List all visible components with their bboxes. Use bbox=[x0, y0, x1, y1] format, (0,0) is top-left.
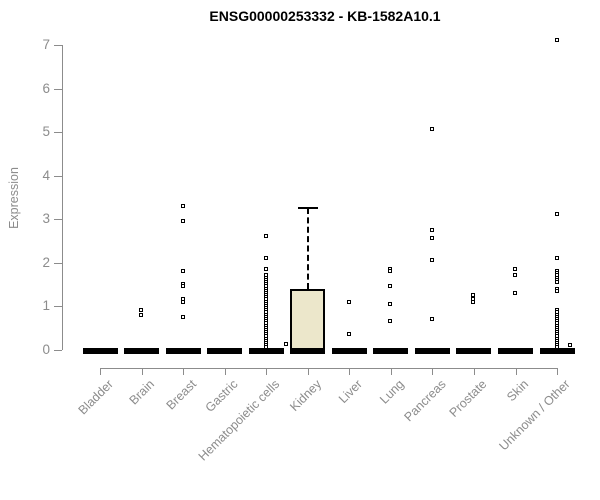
outlier-point bbox=[180, 218, 185, 223]
x-axis-line bbox=[100, 368, 558, 369]
outlier-point bbox=[180, 203, 185, 208]
x-tick bbox=[473, 368, 475, 375]
boxplot-box bbox=[290, 289, 326, 353]
x-tick-label: Bladder bbox=[75, 377, 116, 418]
collapsed-box-bar bbox=[456, 348, 492, 354]
outlier-point bbox=[471, 293, 476, 298]
y-tick bbox=[54, 175, 62, 177]
box-whisker bbox=[306, 208, 309, 289]
y-tick bbox=[54, 45, 62, 46]
outlier-point bbox=[263, 234, 268, 239]
outlier-point bbox=[554, 256, 559, 260]
outlier-point bbox=[180, 269, 185, 274]
outlier-point bbox=[180, 299, 185, 304]
outlier-point bbox=[429, 317, 434, 321]
x-tick bbox=[307, 368, 309, 375]
x-tick-label: Skin bbox=[504, 377, 532, 405]
outlier-point bbox=[567, 343, 572, 348]
y-axis-line bbox=[62, 45, 63, 350]
outlier-point bbox=[263, 345, 268, 350]
x-tick bbox=[266, 368, 268, 375]
outlier-point bbox=[554, 38, 559, 43]
y-tick-label: 3 bbox=[42, 211, 50, 227]
y-tick-label: 5 bbox=[42, 124, 50, 140]
collapsed-box-bar bbox=[207, 348, 243, 354]
x-tick-label: Kidney bbox=[286, 377, 324, 414]
y-tick-label: 2 bbox=[42, 254, 50, 270]
y-axis-label: Expression bbox=[7, 167, 21, 229]
x-tick bbox=[557, 368, 559, 375]
outlier-point bbox=[471, 299, 476, 304]
outlier-point bbox=[263, 256, 268, 260]
x-tick bbox=[141, 368, 143, 375]
outlier-point bbox=[388, 284, 393, 289]
y-tick-label: 6 bbox=[42, 80, 50, 96]
outlier-point bbox=[388, 269, 393, 274]
outlier-point bbox=[513, 290, 517, 295]
y-tick bbox=[54, 219, 62, 221]
y-tick-label: 7 bbox=[42, 37, 50, 52]
collapsed-box-bar bbox=[331, 348, 367, 354]
x-tick-label: Liver bbox=[336, 377, 366, 407]
collapsed-box-bar bbox=[165, 348, 201, 354]
collapsed-box-bar bbox=[124, 348, 160, 354]
x-tick bbox=[224, 368, 226, 375]
y-tick bbox=[54, 262, 62, 264]
x-tick-label: Hematopoietic cells bbox=[195, 377, 283, 464]
x-tick bbox=[183, 368, 185, 375]
x-tick bbox=[100, 368, 101, 375]
x-tick-label: Pancreas bbox=[401, 377, 449, 425]
collapsed-box-bar bbox=[498, 348, 533, 354]
box-median-line bbox=[290, 348, 326, 354]
outlier-point bbox=[554, 279, 559, 284]
outlier-point bbox=[429, 127, 434, 132]
outlier-point bbox=[429, 227, 434, 232]
y-tick bbox=[54, 350, 62, 351]
x-tick bbox=[515, 368, 517, 375]
outlier-point bbox=[554, 288, 559, 293]
outlier-point bbox=[513, 266, 517, 271]
outlier-point bbox=[554, 212, 559, 217]
outlier-point bbox=[346, 332, 351, 337]
outlier-point bbox=[139, 308, 144, 313]
y-tick bbox=[54, 88, 62, 90]
collapsed-box-bar bbox=[414, 348, 450, 354]
collapsed-box-bar bbox=[248, 348, 284, 354]
outlier-point bbox=[180, 314, 185, 319]
chart-title: ENSG00000253332 - KB-1582A10.1 bbox=[209, 8, 441, 24]
x-tick bbox=[390, 368, 392, 375]
x-tick-label: Breast bbox=[163, 377, 200, 413]
x-tick-label: Brain bbox=[126, 377, 158, 408]
outlier-point bbox=[263, 266, 268, 271]
y-tick-label: 4 bbox=[42, 167, 50, 183]
collapsed-box-bar bbox=[373, 348, 409, 354]
outlier-point bbox=[429, 258, 434, 263]
y-tick-label: 1 bbox=[42, 298, 50, 314]
y-tick bbox=[54, 306, 62, 308]
x-tick-label: Lung bbox=[377, 377, 407, 407]
outlier-point bbox=[388, 301, 393, 306]
outlier-point bbox=[180, 284, 185, 289]
y-tick-label: 0 bbox=[42, 342, 50, 357]
collapsed-box-bar bbox=[539, 348, 575, 354]
outlier-point bbox=[346, 299, 351, 304]
outlier-point bbox=[284, 342, 289, 347]
outlier-point bbox=[554, 345, 559, 350]
x-tick-label: Gastric bbox=[202, 377, 241, 415]
x-tick bbox=[432, 368, 434, 375]
x-tick-label: Prostate bbox=[447, 377, 490, 420]
outlier-point bbox=[139, 312, 144, 317]
outlier-point bbox=[429, 236, 434, 241]
y-tick bbox=[54, 132, 62, 134]
outlier-point bbox=[388, 319, 393, 324]
x-tick bbox=[349, 368, 351, 375]
collapsed-box-bar bbox=[82, 348, 118, 354]
outlier-point bbox=[513, 273, 517, 278]
